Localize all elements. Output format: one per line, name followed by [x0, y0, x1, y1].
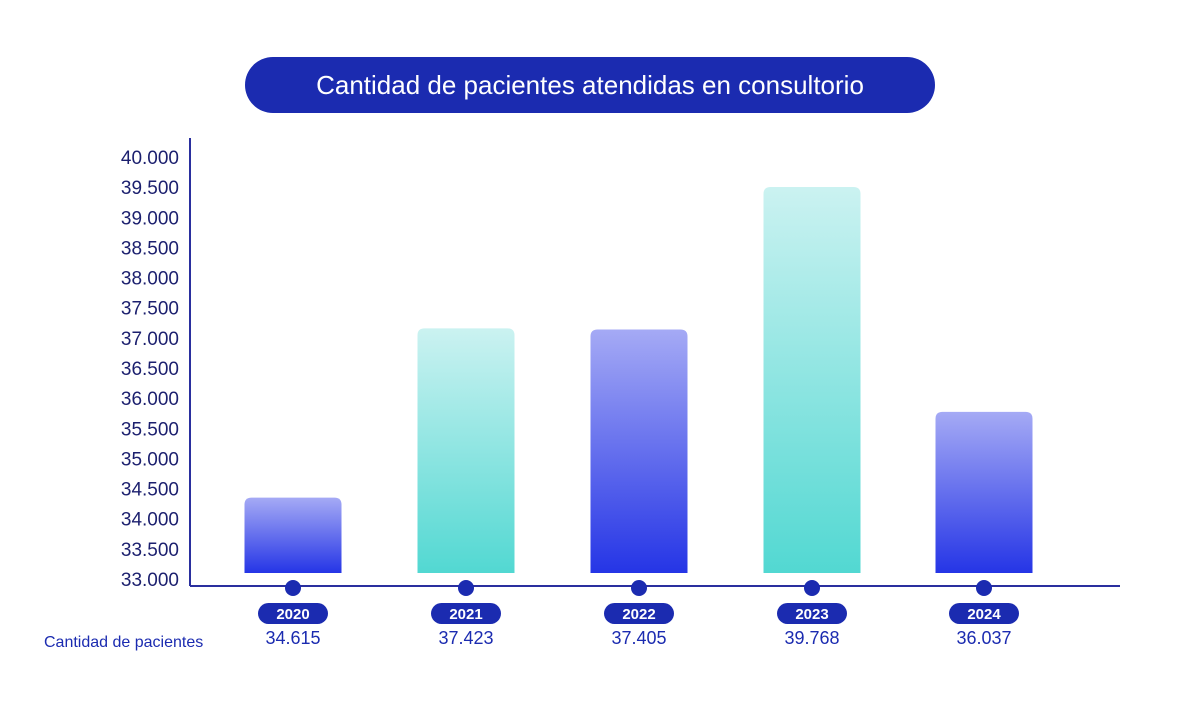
bars: [244, 186, 1033, 574]
bar-2022: [590, 329, 688, 573]
y-tick-label: 34.000: [121, 510, 179, 531]
y-tick-label: 35.000: [121, 449, 179, 470]
data-value-label: 37.405: [611, 628, 666, 648]
x-tick-label: 2023: [795, 606, 828, 623]
series-row-label: Cantidad de pacientes: [44, 634, 203, 651]
y-tick-label: 35.500: [121, 419, 179, 440]
bar-2020: [244, 497, 342, 573]
chart-title-text: Cantidad de pacientes atendidas en consu…: [316, 69, 864, 100]
x-axis-dot: [458, 580, 474, 596]
y-tick-label: 33.500: [121, 540, 179, 561]
bar-2024: [935, 411, 1033, 573]
y-tick-label: 39.000: [121, 208, 179, 229]
x-tick-label: 2024: [967, 606, 1001, 623]
year-pill: [604, 603, 674, 624]
x-tick-label: 2021: [449, 606, 482, 623]
bar-2021: [417, 328, 515, 573]
x-axis-dot: [976, 580, 992, 596]
y-tick-label: 34.500: [121, 480, 179, 501]
data-value-label: 39.768: [784, 628, 839, 648]
year-pill: [949, 603, 1019, 624]
x-axis-dot: [285, 580, 301, 596]
chart-title: Cantidad de pacientes atendidas en consu…: [245, 57, 935, 113]
x-axis-dot: [631, 580, 647, 596]
y-tick-label: 38.000: [121, 269, 179, 290]
data-value-label: 37.423: [438, 628, 493, 648]
y-tick-label: 37.000: [121, 329, 179, 350]
y-tick-label: 37.500: [121, 299, 179, 320]
year-pill: [258, 603, 328, 624]
x-axis-dot: [804, 580, 820, 596]
x-axis-markers: 2020 34.615 2021 37.423 2022 37.405 2023 39.768…: [258, 580, 1019, 648]
y-tick-label: 36.000: [121, 389, 179, 410]
y-tick-label: 39.500: [121, 178, 179, 199]
data-value-label: 34.615: [265, 628, 320, 648]
y-tick-label: 38.500: [121, 238, 179, 259]
x-tick-label: 2022: [622, 606, 655, 623]
year-pill: [431, 603, 501, 624]
y-tick-label: 33.000: [121, 570, 179, 591]
y-tick-label: 36.500: [121, 359, 179, 380]
x-tick-label: 2020: [276, 606, 309, 623]
y-axis-ticks: 33.000 33.500 34.000 34.500 35.000 35.500 36.0…: [121, 148, 179, 591]
year-pill: [777, 603, 847, 624]
y-tick-label: 40.000: [121, 148, 179, 169]
data-value-label: 36.037: [956, 628, 1011, 648]
bar-2023: [763, 186, 861, 574]
